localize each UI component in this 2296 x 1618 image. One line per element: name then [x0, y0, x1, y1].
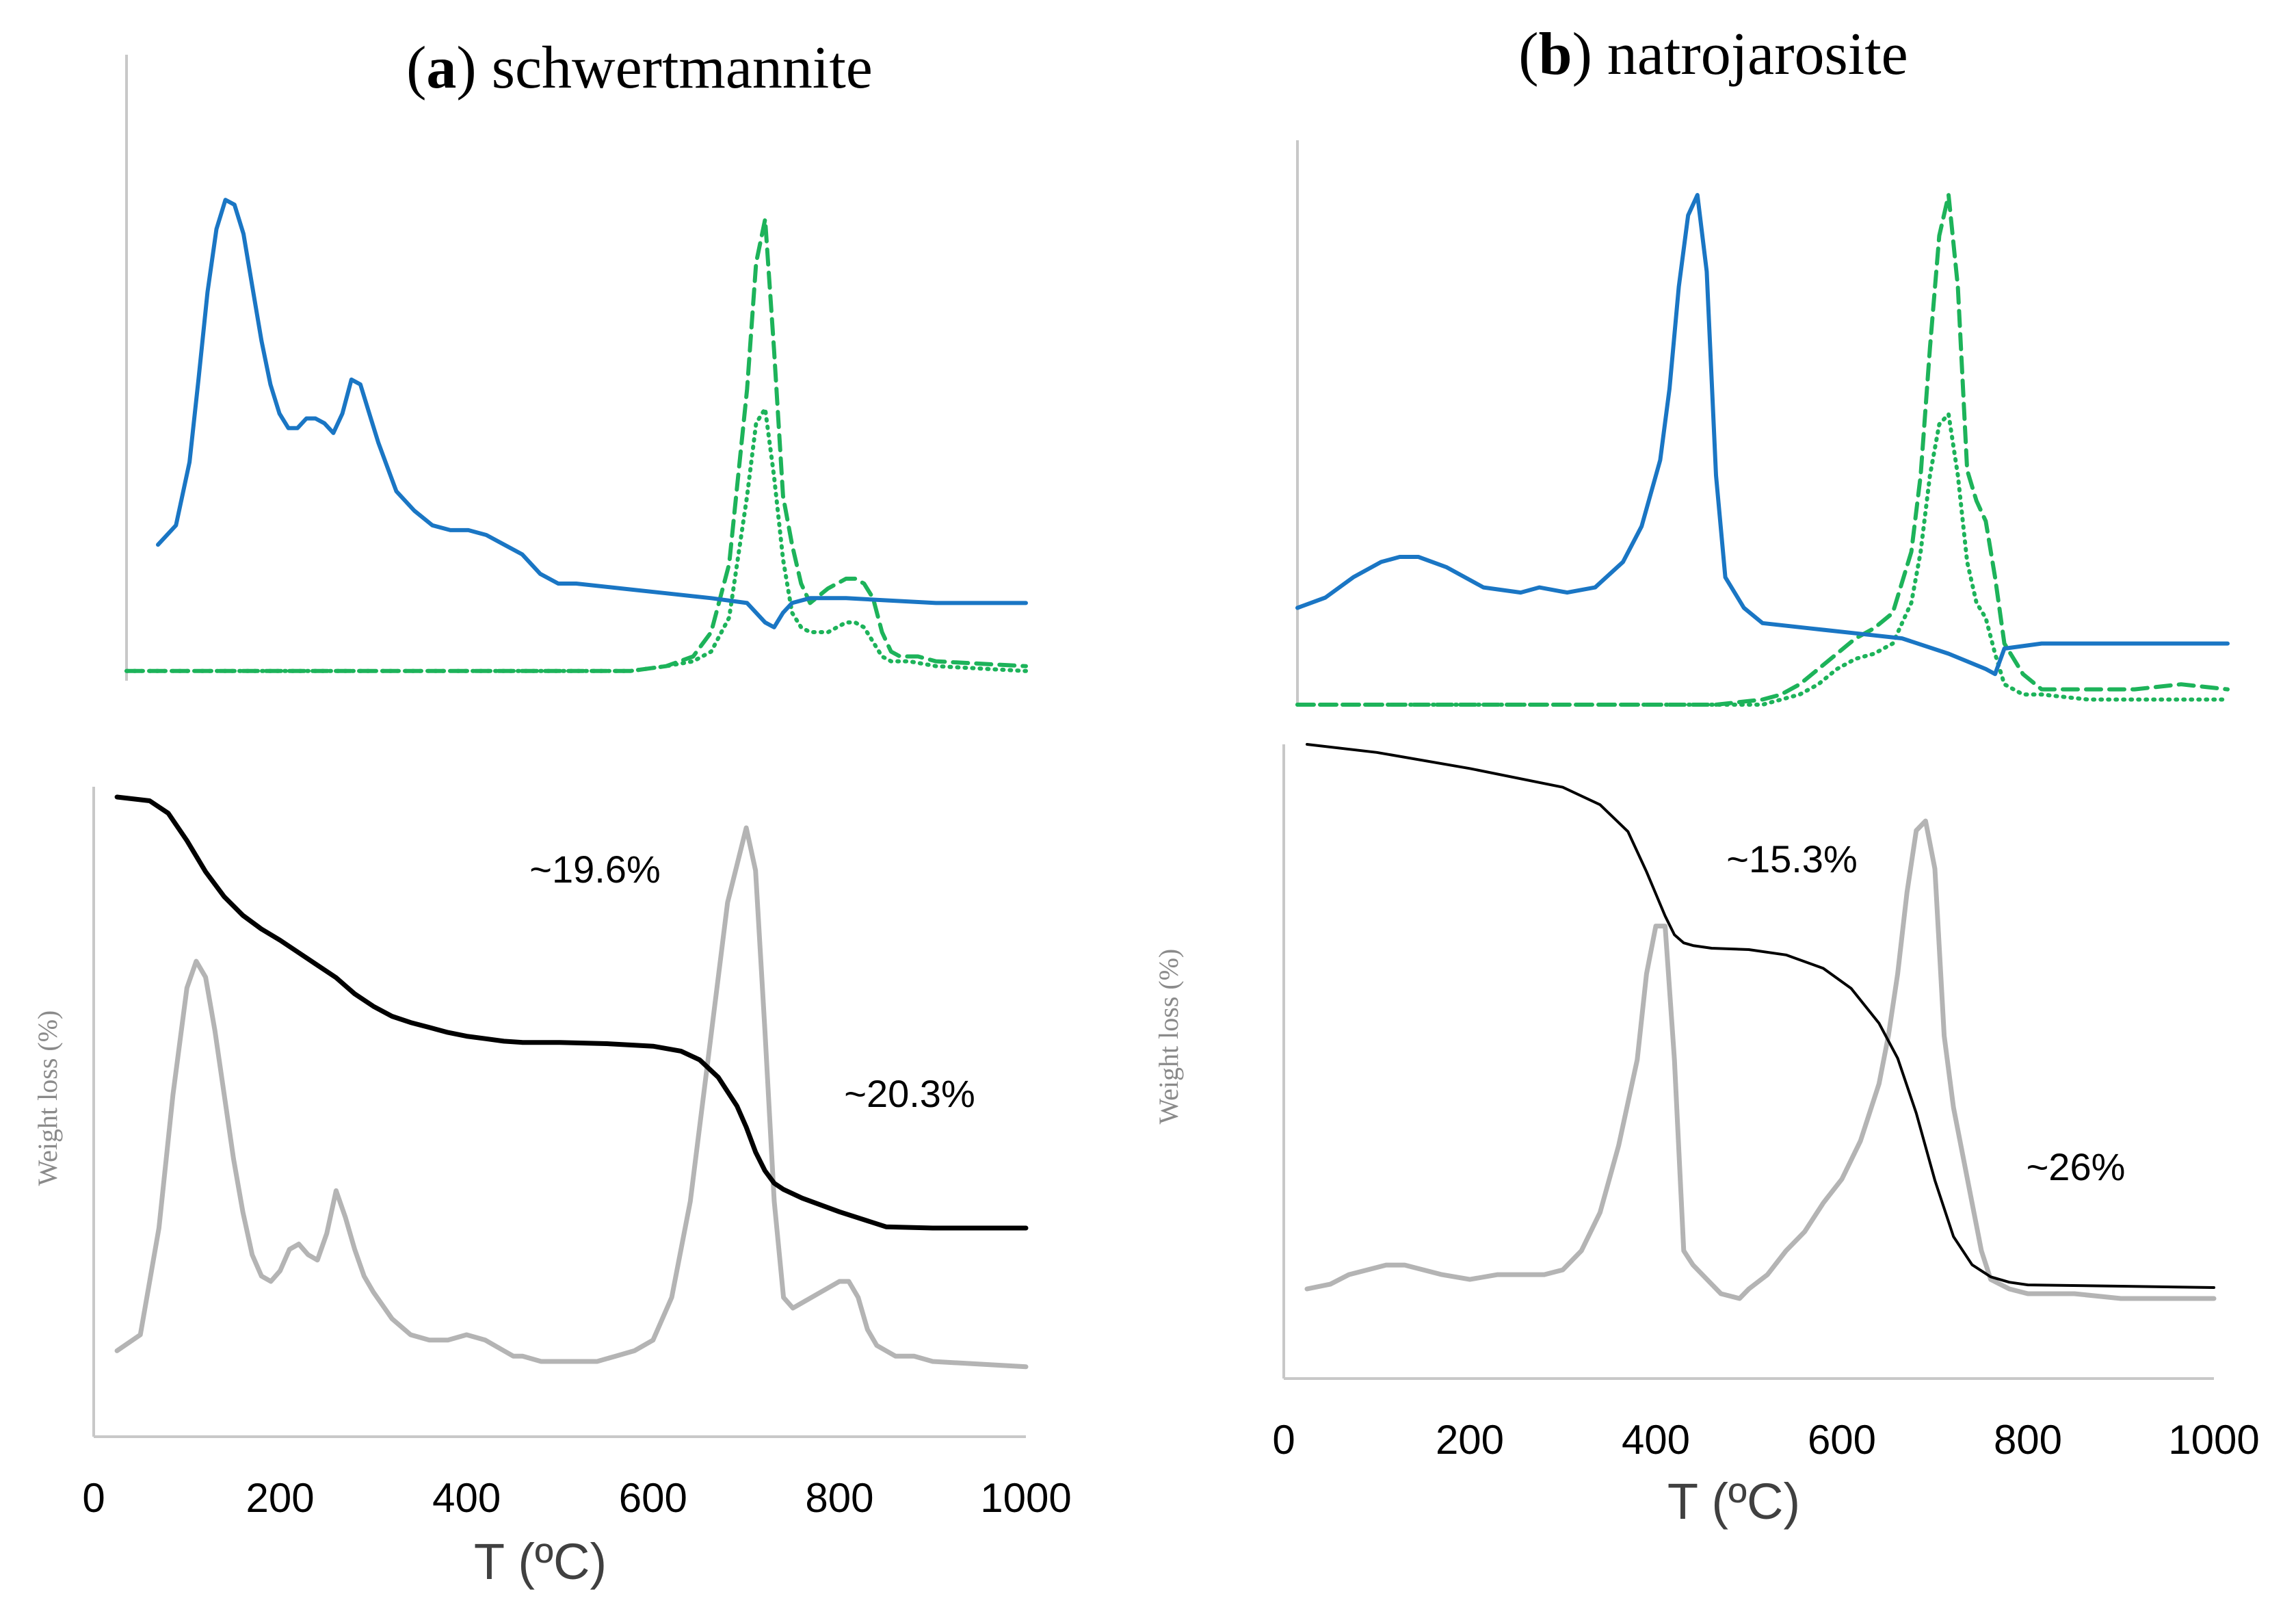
- panel-b-x-tick-label: 200: [1436, 1417, 1504, 1463]
- panel-b-x-tick-label: 0: [1272, 1417, 1295, 1463]
- panel-b-title-letter: b: [1539, 21, 1572, 88]
- panel-b-x-ticks: 0 200 400 600 800 1000: [1272, 1417, 2259, 1463]
- panel-a-dtg-gray: [114, 825, 1029, 1370]
- panel-b-ms-plot: [1295, 193, 2230, 707]
- panel-a-x-tick-label: 200: [246, 1475, 315, 1521]
- panel-a-tg-black: [114, 794, 1029, 1231]
- panel-a-tg-plot: [114, 794, 1029, 1370]
- panel-a-title-rest: schwertmannite: [477, 35, 873, 101]
- panel-b-tg-plot: [1304, 743, 2217, 1301]
- panel-a-annotation-1: ~19.6%: [529, 848, 661, 891]
- panel-b-title-rest: natrojarosite: [1592, 21, 1908, 88]
- panel-b-ylabel: Weight loss (%): [1153, 949, 1184, 1125]
- panel-a-x-tick-label: 400: [432, 1475, 501, 1521]
- panel-b-x-tick-label: 800: [1994, 1417, 2062, 1463]
- panel-b-ms-green-dotted: [1295, 412, 2230, 707]
- panel-b: (b) natrojarosite 0 200 400 600 800 1000 T (º…: [1153, 21, 2260, 1530]
- panel-b-ms-blue-solid: [1295, 193, 2230, 677]
- panel-b-x-tick-label: 400: [1622, 1417, 1690, 1463]
- panel-b-annotation-1: ~15.3%: [1726, 837, 1858, 880]
- panel-a-title-letter: a: [426, 35, 456, 101]
- panel-a-x-tick-label: 600: [619, 1475, 687, 1521]
- panel-b-tg-black: [1306, 743, 2215, 1289]
- panel-a-x-tick-label: 0: [82, 1475, 105, 1521]
- panel-a-x-tick-label: 1000: [980, 1475, 1071, 1521]
- panel-a-annotation-2: ~20.3%: [844, 1072, 975, 1115]
- panel-a-x-ticks: 0 200 400 600 800 1000: [82, 1475, 1071, 1521]
- panel-b-x-tick-label: 600: [1808, 1417, 1876, 1463]
- panel-a: (a) schwertmannite 0 200 400 600 800 1000 T (…: [32, 35, 1072, 1590]
- panel-a-x-tick-label: 800: [805, 1475, 873, 1521]
- panel-b-title: (b) natrojarosite: [1518, 21, 1908, 88]
- panel-a-title: (a) schwertmannite: [406, 35, 873, 101]
- panel-a-ms-plot: [124, 198, 1028, 673]
- panel-b-dtg-gray: [1304, 818, 2217, 1301]
- panel-a-ms-green-dashed: [124, 217, 1028, 673]
- panel-a-ms-blue-solid: [156, 198, 1028, 629]
- panel-b-annotation-2: ~26%: [2027, 1145, 2126, 1188]
- panel-b-ms-green-dashed: [1295, 193, 2230, 707]
- panel-a-xlabel: T (ºC): [474, 1533, 607, 1590]
- panel-b-x-tick-label: 1000: [2168, 1417, 2259, 1463]
- panel-a-ms-green-dotted: [124, 406, 1028, 673]
- panel-a-ylabel: Weight loss (%): [32, 1010, 63, 1186]
- panel-b-xlabel: T (ºC): [1667, 1473, 1800, 1530]
